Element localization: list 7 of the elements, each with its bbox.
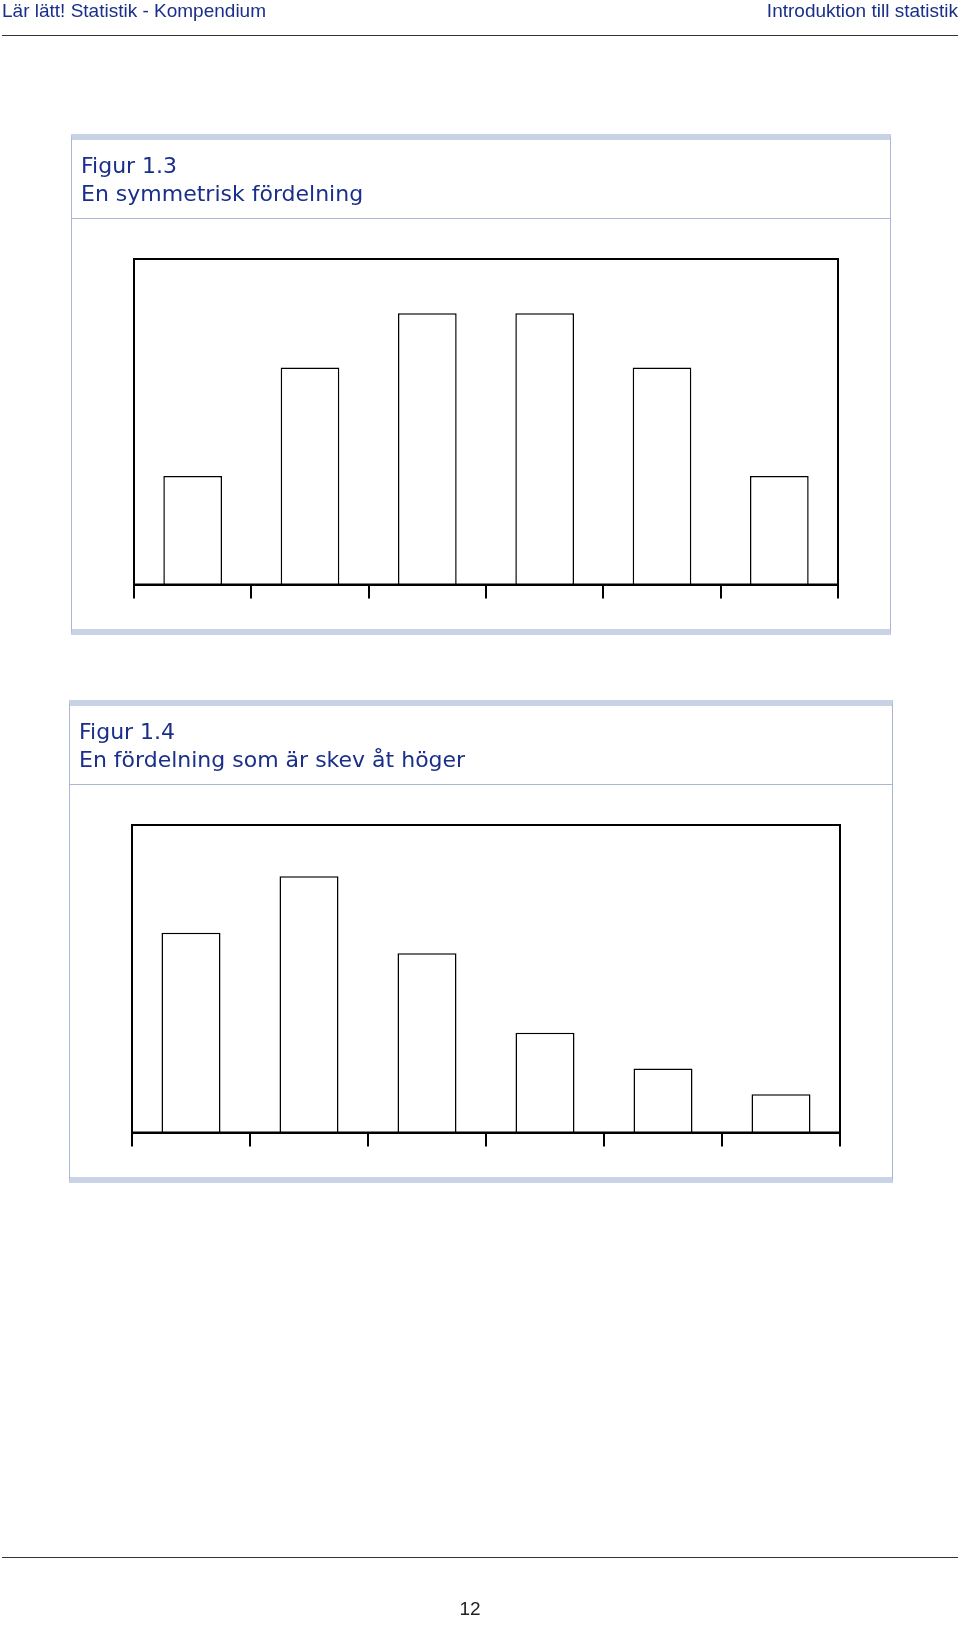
text: 12 (459, 1598, 481, 1620)
chart-title: Figur 1.4 (79, 718, 177, 746)
chart-title: Figur 1.3 (81, 152, 179, 180)
chart-subtitle: En fördelning som är skev åt höger (79, 746, 467, 774)
text: Lär lätt! Statistik - Kompendium (2, 0, 266, 22)
chart-subtitle: En symmetrisk fördelning (81, 180, 365, 208)
text: Introduktion till statistik (766, 0, 958, 22)
